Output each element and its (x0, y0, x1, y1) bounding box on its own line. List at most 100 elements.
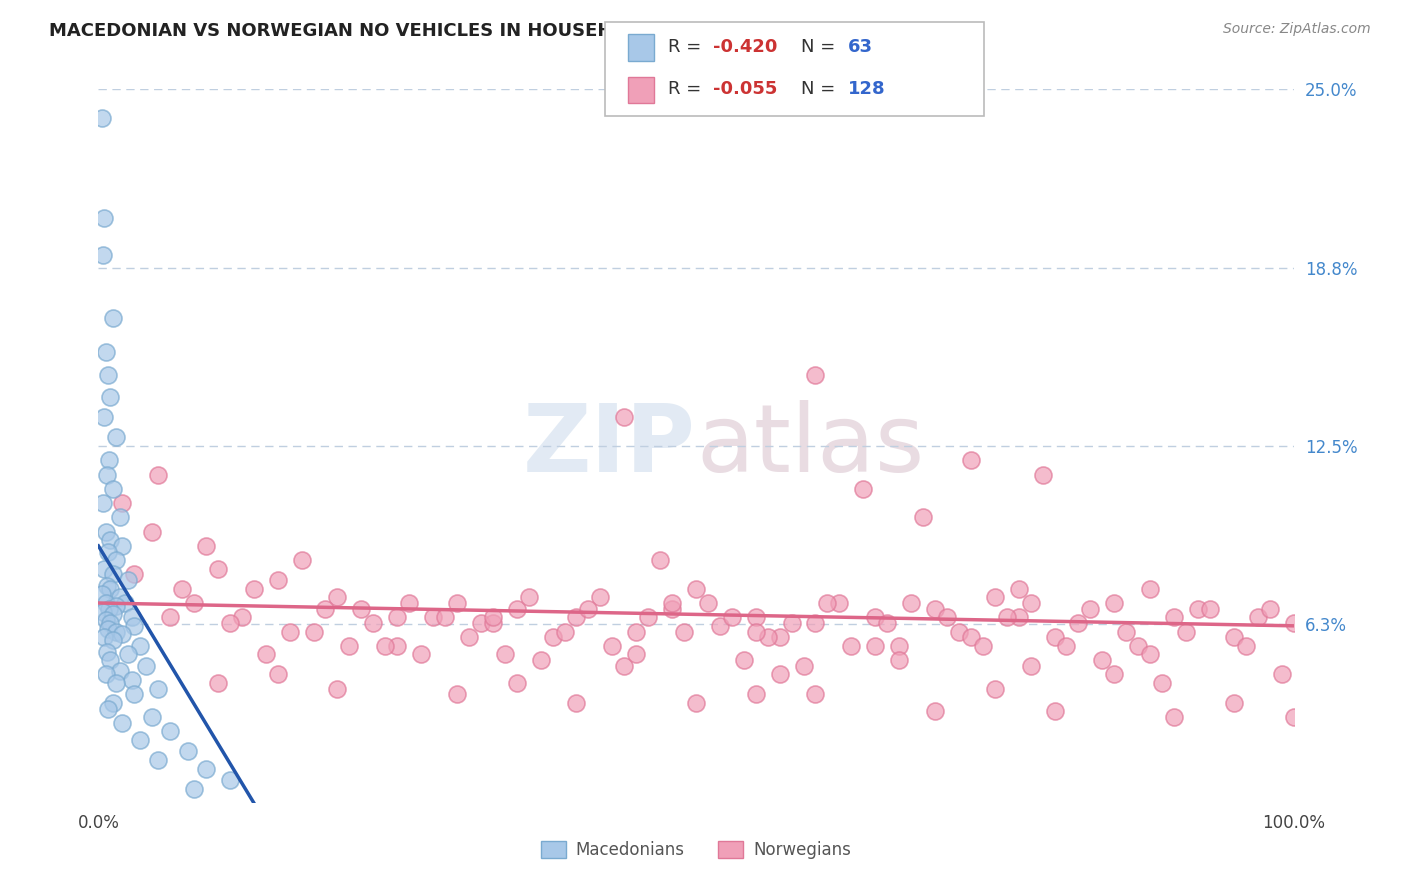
Point (267, 573, 290, 587)
Point (1115, 624, 1137, 639)
Point (98, 453, 121, 467)
Text: R =: R = (668, 37, 707, 56)
Point (972, 639, 994, 653)
Point (105, 430, 128, 444)
Point (385, 610, 409, 624)
Point (101, 310, 124, 325)
Point (1043, 630, 1066, 644)
Point (148, 467, 170, 482)
Point (984, 681, 1007, 696)
Point (709, 619, 731, 633)
Text: N =: N = (801, 37, 841, 56)
Point (98, 615, 122, 630)
Point (1234, 639, 1257, 653)
Point (1139, 582, 1161, 596)
Legend: Macedonians, Norwegians: Macedonians, Norwegians (534, 834, 858, 866)
Point (756, 630, 779, 644)
Point (97, 368, 120, 382)
Point (721, 610, 744, 624)
Point (1080, 601, 1102, 615)
Point (114, 596, 136, 610)
Point (889, 639, 911, 653)
Point (613, 658, 636, 673)
Point (852, 482, 875, 496)
Point (1128, 639, 1150, 653)
Point (159, 610, 181, 624)
Point (1043, 705, 1066, 719)
Point (1199, 601, 1222, 615)
Point (458, 630, 481, 644)
Point (129, 639, 152, 653)
Point (121, 610, 143, 624)
Point (446, 687, 468, 701)
Point (865, 639, 887, 653)
Point (91, 248, 114, 262)
Point (326, 681, 349, 696)
Point (876, 615, 898, 630)
Point (117, 573, 139, 587)
Point (494, 648, 516, 662)
Point (565, 610, 588, 624)
Point (745, 687, 768, 701)
Point (291, 553, 314, 567)
Point (124, 567, 146, 582)
Point (385, 639, 409, 653)
Point (96, 579, 118, 593)
Point (1258, 601, 1281, 615)
Text: 63: 63 (848, 37, 873, 56)
Text: atlas: atlas (696, 400, 924, 492)
Point (398, 596, 420, 610)
Point (129, 733, 152, 747)
Point (1247, 610, 1270, 624)
Point (804, 615, 827, 630)
Point (124, 687, 146, 701)
Point (105, 599, 128, 613)
Point (924, 705, 946, 719)
Point (350, 601, 373, 615)
Text: Source: ZipAtlas.com: Source: ZipAtlas.com (1223, 22, 1371, 37)
Point (517, 591, 540, 605)
Point (984, 591, 1007, 605)
Point (530, 653, 553, 667)
Point (108, 510, 131, 524)
Point (183, 596, 205, 610)
Point (195, 539, 218, 553)
Point (422, 610, 444, 624)
Point (411, 648, 433, 662)
Point (685, 582, 707, 596)
Point (108, 591, 131, 605)
Point (98, 601, 121, 615)
Point (97, 701, 120, 715)
Point (1019, 658, 1042, 673)
Point (1187, 601, 1209, 615)
Point (1271, 667, 1294, 681)
Point (745, 610, 768, 624)
Point (1223, 696, 1246, 710)
Point (804, 368, 827, 382)
Point (111, 627, 134, 641)
Point (231, 610, 253, 624)
Point (207, 676, 229, 690)
Point (363, 615, 385, 630)
Point (685, 696, 707, 710)
Point (769, 630, 792, 644)
Point (94, 667, 117, 681)
Text: -0.420: -0.420 (713, 37, 778, 56)
Point (793, 658, 815, 673)
Point (267, 667, 290, 681)
Point (254, 648, 277, 662)
Point (1104, 667, 1126, 681)
Point (141, 524, 163, 539)
Point (326, 591, 349, 605)
Point (97, 622, 120, 636)
Text: N =: N = (801, 80, 841, 98)
Point (101, 567, 124, 582)
Point (804, 687, 827, 701)
Point (91, 496, 114, 510)
Point (98, 533, 122, 548)
Point (124, 619, 146, 633)
Point (506, 676, 529, 690)
Point (1056, 639, 1078, 653)
Point (780, 615, 803, 630)
Point (111, 496, 134, 510)
